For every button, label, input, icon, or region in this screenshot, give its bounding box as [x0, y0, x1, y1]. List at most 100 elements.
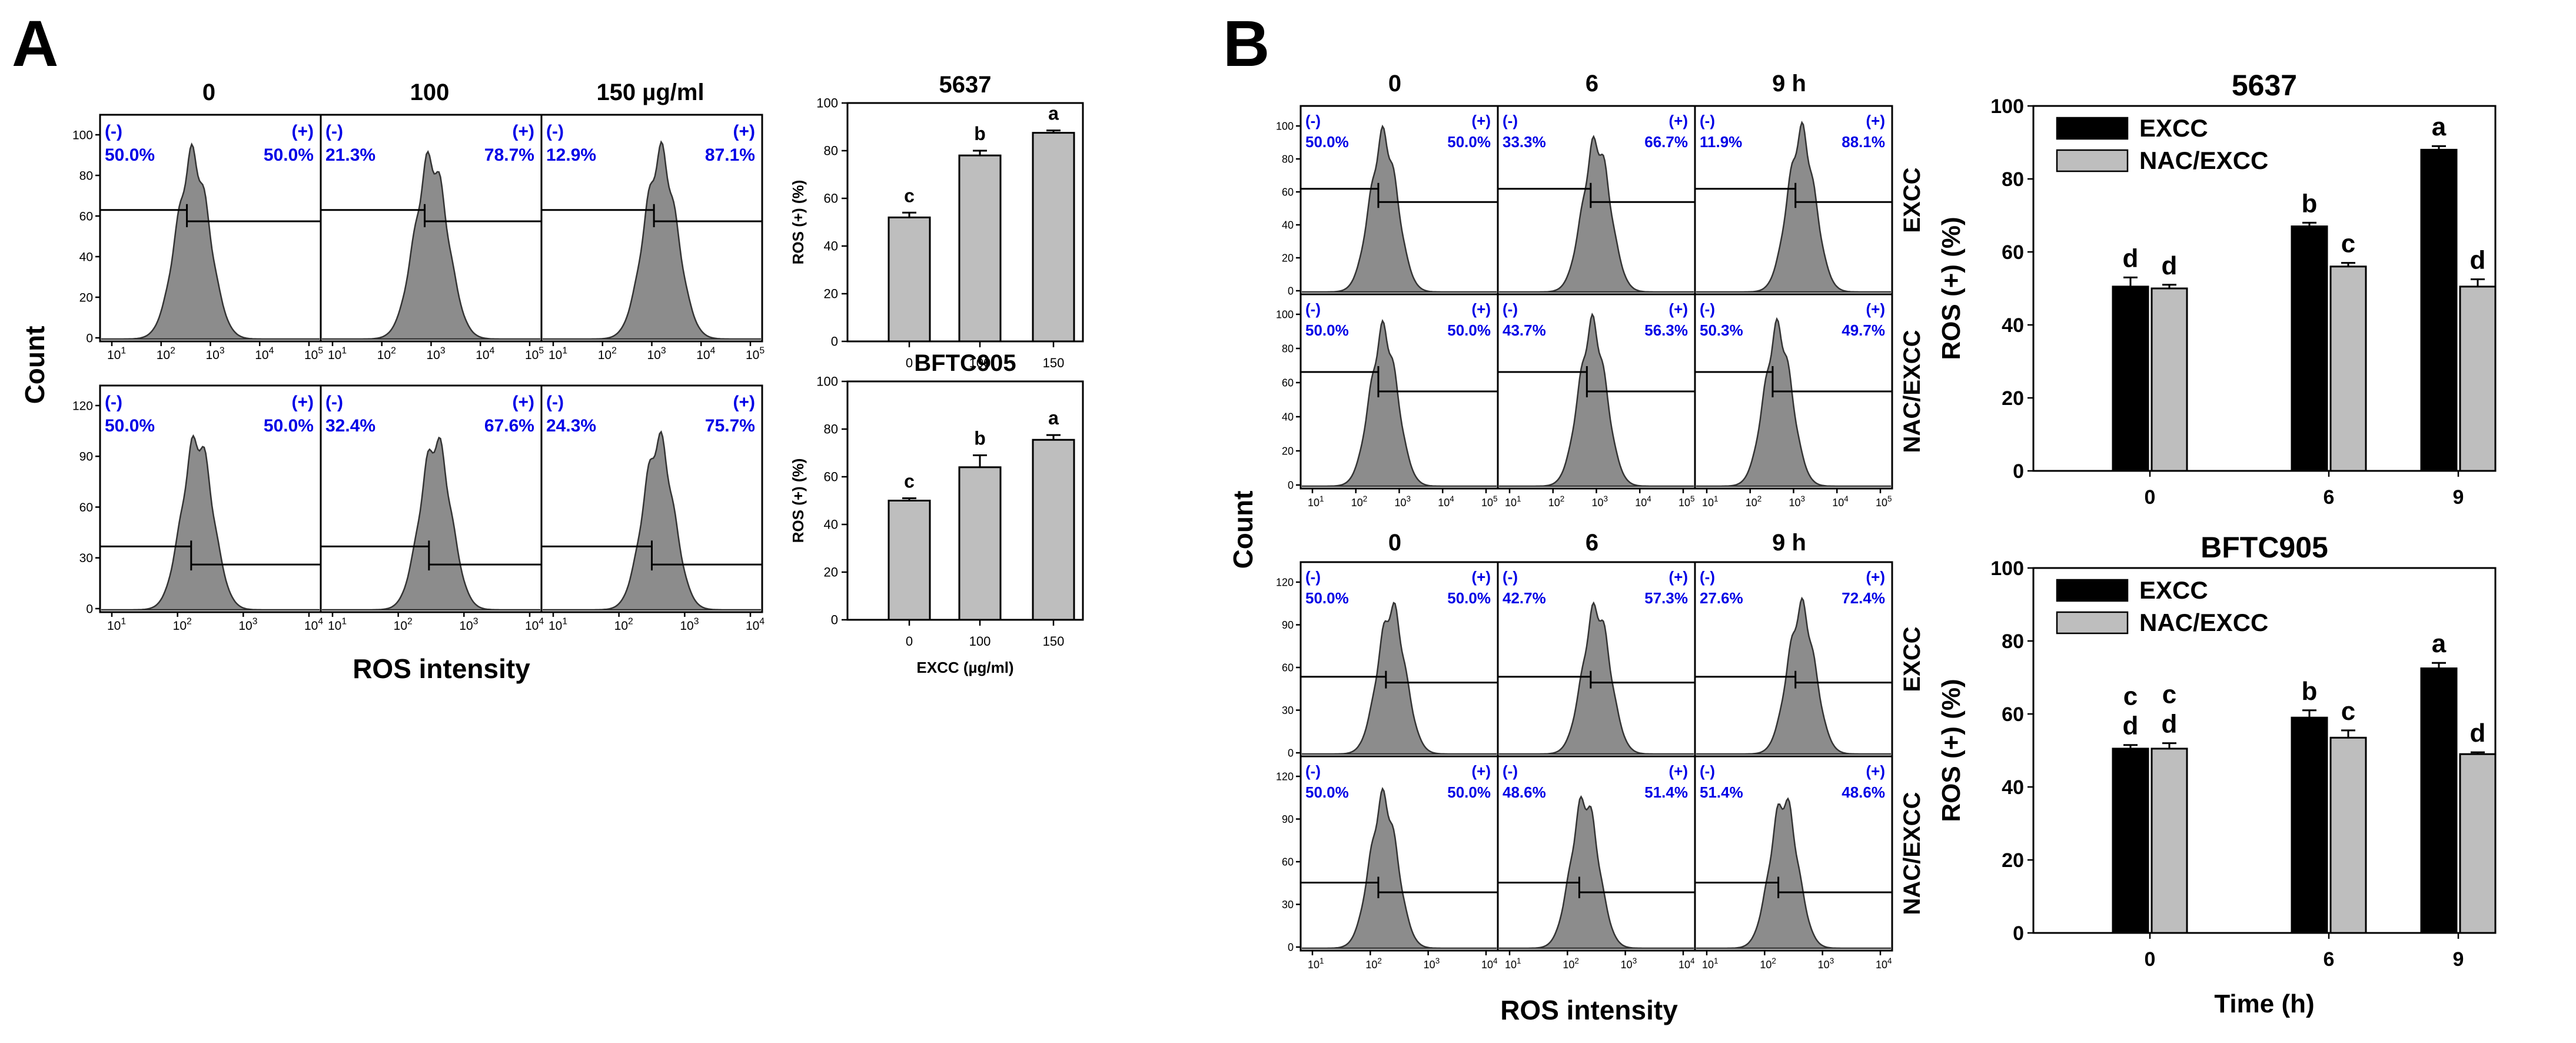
x-tick-label: 6 — [2324, 948, 2335, 971]
y-axis-label: ROS (+) (%) — [789, 459, 807, 543]
bar-chart-B-BFTC905: BFTC905 0 20 40 60 80 100 ROS (+) (%) 0 6 9 Time (h… — [1937, 531, 2497, 1018]
panel-b-letter: B — [1223, 8, 1269, 80]
positive-percent: 51.4% — [1644, 783, 1688, 801]
column-title: 0 — [202, 79, 215, 105]
positive-percent: 88.1% — [1842, 133, 1885, 151]
x-tick-exponent: 1 — [121, 346, 126, 356]
error-bar — [2162, 284, 2176, 288]
x-tick-exponent: 3 — [1435, 956, 1440, 965]
significance-letter: b — [2302, 189, 2318, 218]
bar — [2329, 265, 2367, 472]
y-tick-label: 80 — [2002, 168, 2024, 191]
column-title: 150 µg/ml — [596, 79, 704, 105]
x-tick-exponent: 2 — [1560, 494, 1565, 503]
x-tick-exponent: 1 — [1517, 494, 1521, 503]
x-tick-exponent: 1 — [1319, 956, 1324, 965]
bar — [1032, 132, 1075, 343]
y-tick-label: 30 — [79, 552, 93, 565]
column-title: 6 — [1586, 530, 1598, 556]
y-tick-label: 80 — [2002, 630, 2024, 653]
x-tick-exponent: 2 — [1363, 494, 1368, 503]
negative-percent: 32.4% — [325, 416, 375, 436]
error-bar — [973, 454, 987, 467]
histogram-curve — [1696, 317, 1891, 487]
negative-percent: 24.3% — [546, 416, 596, 436]
x-tick-label: 101 — [107, 346, 126, 362]
x-tick-exponent: 4 — [710, 346, 716, 356]
x-tick-exponent: 5 — [759, 346, 765, 356]
chart-title: 5637 — [2232, 69, 2297, 102]
positive-percent: 66.7% — [1644, 133, 1688, 151]
x-tick-exponent: 4 — [318, 617, 323, 627]
x-tick-label: 9 — [2453, 486, 2464, 509]
x-tick-label: 102 — [1548, 494, 1565, 509]
x-tick-exponent: 2 — [1757, 494, 1762, 503]
y-tick-label: 60 — [1282, 662, 1294, 673]
gate-marker — [1695, 182, 1892, 208]
error-bar — [2471, 751, 2485, 755]
x-tick-exponent: 3 — [252, 617, 258, 627]
y-tick-label: 30 — [1282, 899, 1294, 911]
panel-a-letter: A — [12, 8, 58, 80]
x-tick-label: 103 — [238, 617, 257, 633]
positive-label: (+) — [1669, 762, 1688, 780]
error-bar — [2432, 145, 2446, 150]
x-tick-label: 101 — [1505, 956, 1521, 971]
bar — [958, 466, 1002, 621]
histogram-curve — [1499, 313, 1694, 487]
y-tick-label: 0 — [2013, 922, 2024, 945]
histogram-curve — [543, 140, 761, 340]
error-bar — [2162, 742, 2176, 749]
x-axis-label: EXCC (µg/ml) — [916, 659, 1013, 676]
negative-percent: 50.3% — [1700, 321, 1743, 339]
negative-label: (-) — [1700, 112, 1715, 129]
gate-marker — [1301, 182, 1498, 208]
significance-letter: a — [2432, 112, 2447, 141]
negative-label: (-) — [1700, 300, 1715, 318]
x-tick-exponent: 3 — [694, 617, 699, 627]
bar — [2291, 716, 2328, 934]
negative-percent: 27.6% — [1700, 589, 1743, 607]
x-tick-label: 104 — [255, 346, 274, 362]
x-tick-label: 0 — [2145, 948, 2156, 971]
negative-label: (-) — [546, 393, 564, 412]
error-bar — [2123, 276, 2138, 287]
error-bar — [2302, 709, 2316, 718]
y-tick-label: 60 — [1282, 377, 1294, 388]
x-tick-exponent: 5 — [539, 346, 544, 356]
chart-title: BFTC905 — [914, 350, 1016, 376]
column-title: 0 — [1388, 71, 1401, 97]
histogram-curve — [1499, 795, 1694, 949]
y-axis-label: ROS (+) (%) — [789, 180, 807, 265]
positive-percent: 50.0% — [1447, 589, 1491, 607]
negative-percent: 43.7% — [1503, 321, 1546, 339]
positive-percent: 50.0% — [264, 416, 314, 436]
significance-letter: c — [904, 185, 915, 206]
x-tick-label: 104 — [1876, 956, 1892, 971]
column-title: 0 — [1388, 530, 1401, 556]
y-tick-label: 60 — [2002, 241, 2024, 264]
x-tick-exponent: 3 — [1407, 494, 1411, 503]
x-tick-label: 104 — [476, 346, 494, 362]
legend-label: EXCC — [2139, 114, 2208, 142]
positive-label: (+) — [513, 122, 535, 141]
positive-percent: 48.6% — [1842, 783, 1885, 801]
x-tick-exponent: 1 — [121, 617, 126, 627]
column-title: 100 — [410, 79, 450, 105]
y-tick-label: 20 — [1282, 252, 1294, 264]
histogram-curve — [101, 142, 320, 340]
negative-label: (-) — [1700, 762, 1715, 780]
y-tick-label: 40 — [824, 239, 838, 254]
x-tick-exponent: 5 — [318, 346, 323, 356]
error-bar — [2471, 278, 2485, 287]
x-tick-label: 101 — [549, 617, 567, 633]
x-tick-exponent: 4 — [269, 346, 274, 356]
x-tick-exponent: 1 — [1714, 494, 1719, 503]
gate-marker — [541, 540, 762, 571]
y-tick-label: 90 — [79, 450, 93, 464]
gate-marker — [1301, 876, 1498, 898]
negative-label: (-) — [1305, 762, 1321, 780]
y-tick-label: 80 — [1282, 343, 1294, 354]
x-tick-exponent: 2 — [407, 617, 413, 627]
